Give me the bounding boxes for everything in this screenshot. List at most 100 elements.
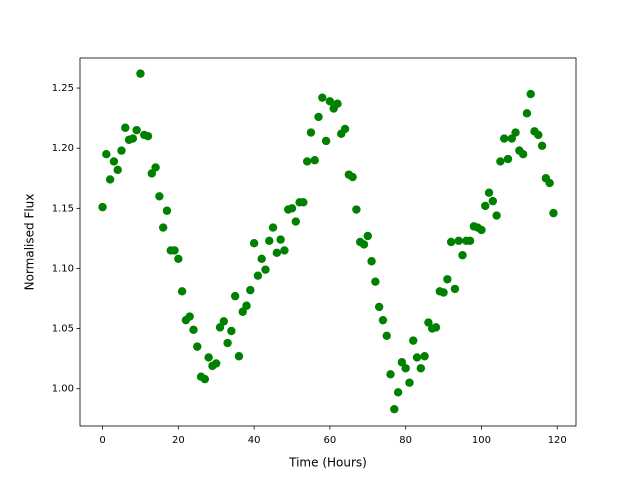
point	[450, 284, 460, 294]
point	[230, 291, 240, 301]
point	[310, 156, 319, 165]
point	[318, 93, 327, 102]
point	[287, 204, 297, 213]
point	[113, 165, 122, 175]
point	[143, 131, 153, 141]
x-tick-label: 120	[548, 435, 567, 446]
point	[321, 136, 331, 146]
point	[325, 97, 335, 106]
point	[302, 157, 312, 166]
point	[511, 128, 520, 137]
point	[503, 154, 513, 164]
y-axis-label: Normalised Flux	[23, 194, 37, 291]
point	[405, 378, 414, 387]
point	[333, 99, 342, 108]
point	[158, 223, 168, 232]
point	[257, 254, 266, 264]
point	[102, 150, 111, 159]
point	[390, 404, 399, 414]
point	[265, 236, 274, 245]
point	[193, 342, 202, 351]
point	[549, 208, 558, 218]
point	[227, 326, 236, 336]
point	[481, 201, 490, 211]
point	[446, 237, 456, 247]
point	[132, 125, 141, 135]
point	[537, 141, 547, 150]
point	[147, 169, 157, 178]
point	[420, 352, 429, 361]
point	[499, 134, 509, 143]
y-tick-label: 1.10	[52, 263, 74, 274]
point	[443, 275, 452, 284]
point	[386, 370, 395, 379]
x-tick-label: 40	[248, 435, 261, 446]
point	[261, 265, 270, 274]
point	[363, 231, 372, 241]
point	[212, 359, 221, 368]
point	[359, 240, 369, 249]
point	[397, 358, 407, 367]
point	[155, 192, 164, 201]
point	[477, 225, 486, 235]
point	[306, 128, 316, 137]
point	[340, 124, 350, 134]
point	[246, 285, 255, 295]
point	[291, 217, 300, 226]
point	[393, 388, 403, 397]
point	[348, 172, 357, 182]
point	[170, 246, 179, 255]
point	[496, 157, 505, 166]
point	[272, 248, 282, 258]
point	[382, 331, 391, 341]
point	[522, 109, 532, 118]
point	[371, 277, 380, 286]
point	[98, 202, 107, 212]
point	[204, 353, 213, 362]
point	[219, 317, 228, 326]
point	[367, 257, 376, 266]
point	[412, 353, 422, 362]
point	[534, 130, 543, 140]
point	[162, 206, 172, 215]
point	[238, 307, 247, 316]
point	[174, 254, 183, 264]
y-tick-label: 1.20	[52, 143, 74, 154]
point	[253, 271, 263, 280]
point	[223, 338, 232, 348]
point	[492, 211, 501, 220]
point	[276, 235, 285, 244]
point	[299, 198, 308, 207]
point	[128, 134, 138, 143]
point	[518, 150, 528, 159]
point	[416, 364, 426, 373]
point	[189, 325, 198, 334]
point	[249, 239, 259, 248]
point	[431, 323, 441, 332]
point	[117, 146, 126, 155]
point	[242, 301, 251, 310]
point	[545, 178, 554, 188]
x-tick-label: 0	[99, 435, 105, 446]
point	[136, 69, 145, 78]
y-tick-label: 1.25	[52, 83, 74, 94]
point	[151, 163, 160, 172]
plot-frame	[79, 57, 577, 427]
point	[234, 352, 244, 361]
point	[280, 246, 289, 255]
y-tick-label: 1.05	[52, 324, 74, 335]
point	[507, 134, 516, 143]
point	[488, 196, 498, 206]
point	[454, 236, 463, 245]
point	[215, 323, 225, 332]
point	[424, 318, 433, 327]
point	[352, 205, 361, 214]
point	[439, 288, 448, 297]
point	[177, 287, 187, 296]
point	[121, 123, 130, 132]
point	[268, 223, 278, 232]
point	[109, 157, 119, 166]
point	[458, 251, 467, 260]
